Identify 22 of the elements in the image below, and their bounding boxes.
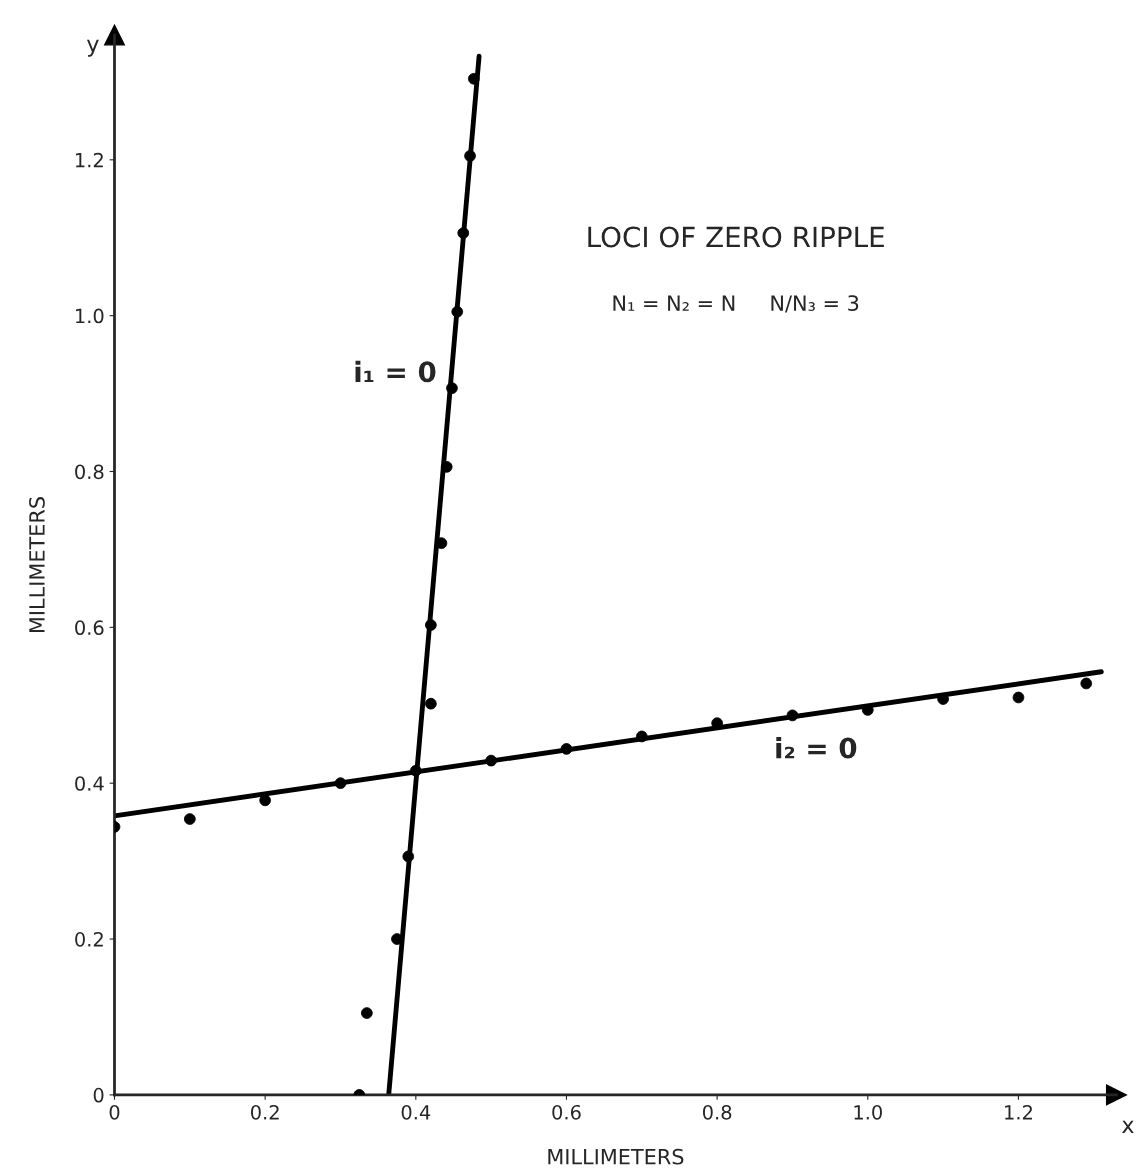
y-tick-label: 0.2 bbox=[75, 931, 103, 947]
x-tick-label: 0.8 bbox=[702, 1104, 732, 1120]
y-tick-label: 1.0 bbox=[75, 308, 104, 324]
y-tick-label: 0.6 bbox=[75, 620, 104, 636]
annotation: i₂ = 0 bbox=[776, 737, 857, 759]
text: LOCI OF ZERO RIPPLE bbox=[588, 226, 884, 248]
x-tick-label: 0.4 bbox=[401, 1104, 431, 1120]
y-axis-title: MILLIMETERS bbox=[29, 497, 45, 633]
text: x bbox=[1122, 1120, 1134, 1133]
x-axis-title: MILLIMETERS bbox=[548, 1148, 684, 1165]
x-tick-label: 1.0 bbox=[854, 1104, 882, 1120]
y-tick-label: 0 bbox=[93, 1087, 104, 1103]
text: N₁ = N₂ = N N/N₃ = 3 bbox=[613, 295, 859, 313]
x-tick-label: 1.2 bbox=[1005, 1104, 1032, 1120]
annotation: i₁ = 0 bbox=[355, 360, 436, 383]
x-tick-label: 0 bbox=[109, 1104, 120, 1120]
y-tick-label: 1.2 bbox=[75, 152, 103, 168]
y-tick-label: 0.8 bbox=[75, 464, 104, 480]
x-tick-label: 0.2 bbox=[250, 1104, 279, 1120]
text: y bbox=[86, 39, 99, 57]
y-tick-label: 0.4 bbox=[75, 776, 104, 791]
x-tick-label: 0.6 bbox=[552, 1104, 581, 1120]
